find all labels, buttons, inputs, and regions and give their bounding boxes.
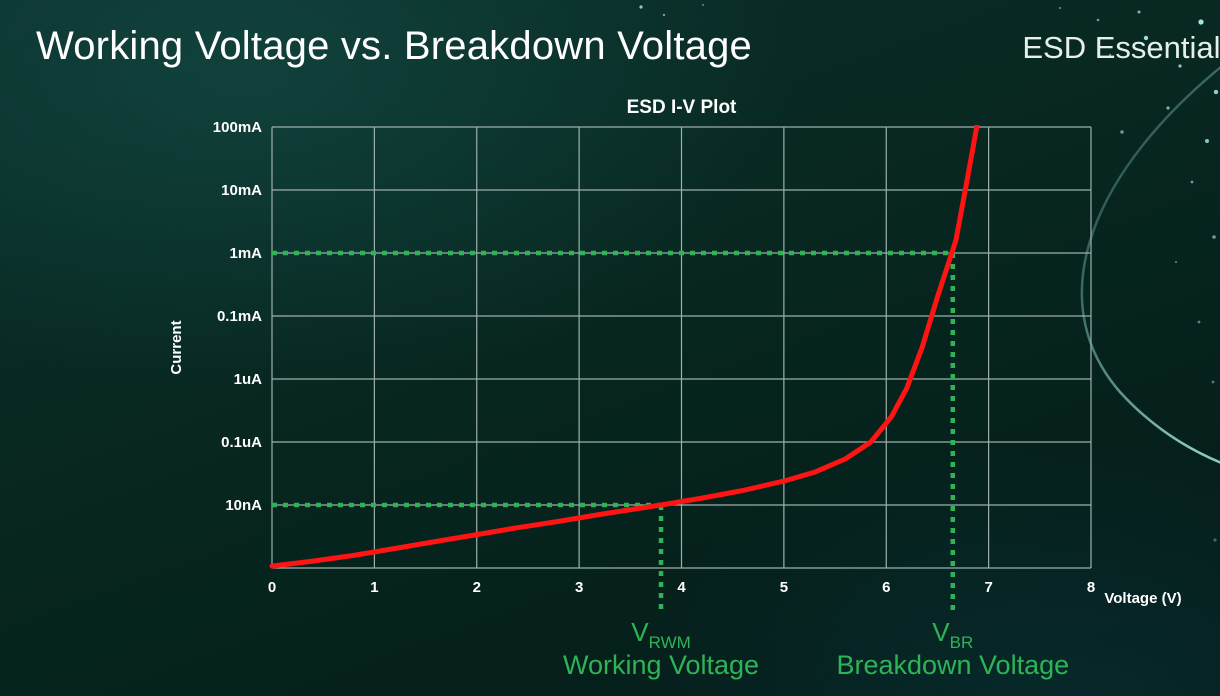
- chart-title: ESD I-V Plot: [627, 97, 737, 118]
- decor-arc: [1080, 66, 1220, 464]
- y-tick-label: 10nA: [225, 497, 262, 514]
- annotation-symbol-vbr: VBR: [932, 617, 973, 652]
- x-tick-label: 0: [268, 579, 276, 596]
- annotation-symbol-vrwm: VRWM: [631, 617, 691, 652]
- y-tick-label: 0.1mA: [217, 308, 262, 325]
- y-tick-label: 1mA: [229, 245, 262, 262]
- page-title: Working Voltage vs. Breakdown Voltage: [36, 24, 752, 68]
- x-tick-label: 7: [984, 579, 992, 596]
- x-tick-label: 8: [1087, 579, 1095, 596]
- x-tick-label: 3: [575, 579, 583, 596]
- y-tick-label: 1uA: [234, 371, 263, 388]
- decor-dots: [639, 4, 1219, 542]
- brand-text: ESD Essentials: [1022, 30, 1220, 65]
- iv-curve: [269, 125, 980, 569]
- annotation-caption-vrwm: Working Voltage: [563, 650, 759, 680]
- x-axis-label: Voltage (V): [1104, 590, 1181, 607]
- y-tick-label: 0.1uA: [221, 434, 262, 451]
- x-tick-label: 4: [677, 579, 686, 596]
- y-axis-label: Current: [168, 320, 185, 374]
- annotation-caption-vbr: Breakdown Voltage: [836, 650, 1069, 680]
- x-tick-label: 1: [370, 579, 378, 596]
- x-tick-label: 6: [882, 579, 890, 596]
- y-tick-label: 10mA: [221, 182, 262, 199]
- y-tick-label: 100mA: [213, 119, 262, 136]
- x-tick-label: 2: [473, 579, 481, 596]
- x-tick-label: 5: [780, 579, 788, 596]
